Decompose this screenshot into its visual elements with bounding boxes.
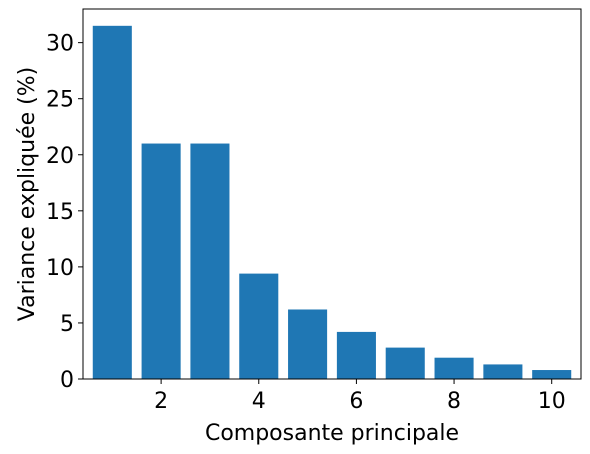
x-tick-label-8: 8 [447,389,461,414]
y-tick-label-10: 10 [46,256,74,281]
y-axis: 0 5 10 15 20 25 30 [46,32,83,393]
y-tick-label-0: 0 [60,368,74,393]
bar-2 [141,143,181,379]
bar-4 [239,273,279,379]
bar-5 [288,309,328,379]
bar-10 [532,370,572,379]
bar-6 [336,331,376,379]
x-tick-label-6: 6 [349,389,363,414]
y-tick-label-25: 25 [46,88,74,113]
y-tick-label-5: 5 [60,312,74,337]
y-axis-title: Variance expliquée (%) [15,67,40,321]
bar-9 [483,364,523,379]
y-tick-label-30: 30 [46,32,74,57]
bar-1 [92,25,132,380]
bar-3 [190,143,230,379]
y-tick-label-15: 15 [46,200,74,225]
x-tick-label-4: 4 [252,389,266,414]
bars-group [92,25,572,380]
bar-7 [385,347,425,379]
x-axis: 2 4 6 8 10 [154,379,566,414]
y-tick-label-20: 20 [46,144,74,169]
x-axis-title: Composante principale [205,421,459,446]
plot-frame [82,8,582,380]
bar-8 [434,357,474,379]
x-tick-label-10: 10 [538,389,566,414]
x-tick-label-2: 2 [154,389,168,414]
